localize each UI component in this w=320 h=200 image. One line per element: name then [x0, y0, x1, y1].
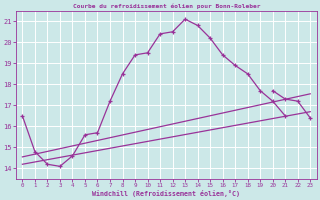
Title: Courbe du refroidissement éolien pour Bonn-Roleber: Courbe du refroidissement éolien pour Bo…	[73, 3, 260, 9]
X-axis label: Windchill (Refroidissement éolien,°C): Windchill (Refroidissement éolien,°C)	[92, 190, 240, 197]
